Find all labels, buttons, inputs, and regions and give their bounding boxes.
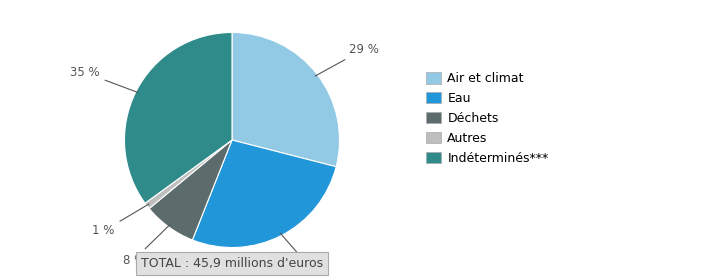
Legend: Air et climat, Eau, Déchets, Autres, Indéterminés***: Air et climat, Eau, Déchets, Autres, Ind… bbox=[421, 67, 553, 170]
Text: TOTAL : 45,9 millions d'euros: TOTAL : 45,9 millions d'euros bbox=[141, 257, 323, 270]
Text: 1 %: 1 % bbox=[92, 204, 149, 237]
Wedge shape bbox=[149, 140, 232, 240]
Wedge shape bbox=[192, 140, 336, 248]
Text: 27 %: 27 % bbox=[280, 233, 329, 279]
Wedge shape bbox=[232, 32, 339, 167]
Text: 35 %: 35 % bbox=[70, 66, 138, 93]
Wedge shape bbox=[125, 32, 232, 203]
Text: 8 %: 8 % bbox=[123, 225, 170, 267]
Text: 29 %: 29 % bbox=[315, 43, 379, 76]
Wedge shape bbox=[145, 140, 232, 209]
